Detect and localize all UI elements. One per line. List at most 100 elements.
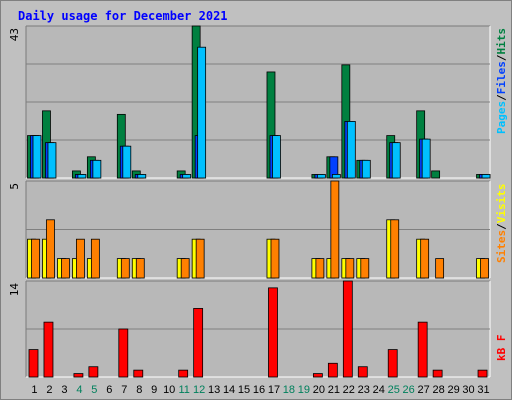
bar-pages-day-12 [197,46,207,179]
x-label-day-10: 10 [163,384,175,396]
bar-pages-day-27 [421,138,431,179]
x-label-day-28: 28 [432,384,444,396]
x-label-day-3: 3 [61,384,67,396]
x-label-day-29: 29 [447,384,459,396]
x-label-day-31: 31 [477,384,489,396]
bar-sites-day-27 [420,238,430,279]
x-label-day-24: 24 [373,384,385,396]
bar-sites-day-17 [270,238,280,279]
panel-kbytes: 14 kB F [8,280,508,378]
bar-pages-day-11 [182,174,192,179]
bar-kbytes-day-8 [133,369,144,378]
bar-sites-day-5 [90,238,100,279]
bar-sites-day-20 [315,258,325,279]
bar-kbytes-day-4 [73,373,84,378]
bar-kbytes-day-5 [88,366,99,378]
legend-item-kbytes: kB F [495,335,508,362]
bar-sites-day-21 [330,180,340,279]
bar-kbytes-day-12 [193,308,204,378]
bar-sites-day-2 [46,219,55,279]
x-label-day-11: 11 [178,384,189,396]
x-label-day-5: 5 [91,384,97,396]
panel-hits-files-pages: 43 Pages/Files/Hits [8,25,508,179]
bar-sites-day-25 [390,219,400,279]
bar-kbytes-day-2 [43,321,54,378]
bar-kbytes-day-31 [477,369,488,378]
panel-visits-sites: 5 Sites/Visits [8,180,508,279]
bar-pages-day-4 [77,174,87,179]
bar-sites-day-12 [195,238,205,279]
chart-panels: 43 Pages/Files/Hits 5 Sites/Visits 14 kB F [8,25,508,378]
x-label-day-6: 6 [106,384,112,396]
bar-kbytes-day-1 [28,349,39,378]
legend-hits-files-pages: Pages/Files/Hits [495,28,508,134]
x-label-day-16: 16 [253,384,265,396]
bar-pages-day-23 [361,159,371,179]
x-label-day-9: 9 [151,384,157,396]
bar-sites-day-8 [135,258,145,279]
x-label-day-18: 18 [283,384,295,396]
y-max-label: 14 [8,283,21,297]
y-max-label: 43 [8,28,21,41]
x-label-day-14: 14 [223,384,235,396]
chart-title: Daily usage for December 2021 [18,9,228,23]
bar-kbytes-day-11 [178,369,189,378]
x-label-day-13: 13 [208,384,220,396]
bar-sites-day-3 [61,258,70,279]
bar-sites-day-1 [31,238,40,279]
bar-kbytes-day-27 [417,321,428,378]
bar-pages-day-2 [47,142,57,179]
x-label-day-22: 22 [343,384,355,396]
x-label-day-1: 1 [31,384,37,396]
bar-pages-day-8 [137,174,147,179]
bar-pages-day-21 [331,174,341,179]
x-label-day-15: 15 [238,384,250,396]
y-max-label: 5 [8,183,21,190]
legend-item-visits: Visits [495,184,508,224]
bar-sites-day-23 [360,258,370,279]
x-axis-day-labels: 1 2 3 4 5 6 7 8 9 10 11 12 13 14 15 16 17 18 19 20 21 22 23 24 2… [31,384,489,396]
x-label-day-23: 23 [358,384,370,396]
x-label-day-17: 17 [268,384,280,396]
bar-kbytes-day-22 [342,280,353,378]
x-label-day-19: 19 [298,384,310,396]
bar-pages-day-25 [391,142,401,179]
bar-hits-day-28 [431,170,441,179]
legend-item-pages: Pages [495,101,508,134]
x-label-day-8: 8 [136,384,142,396]
bar-pages-day-7 [122,145,132,179]
bar-pages-day-31 [481,174,491,179]
bar-kbytes-day-20 [312,373,323,378]
bar-kbytes-day-23 [357,366,368,378]
bar-sites-day-4 [76,238,85,279]
x-label-day-21: 21 [328,384,340,396]
legend-visits-sites: Sites/Visits [495,184,508,264]
bar-pages-day-17 [272,135,281,179]
x-label-day-12: 12 [193,384,205,396]
bar-kbytes-day-17 [268,287,278,378]
bar-kbytes-day-21 [327,362,338,378]
legend-separator: / [495,223,508,230]
bar-kbytes-day-7 [118,328,129,378]
legend-separator: / [495,54,508,61]
bar-pages-day-1 [32,135,42,179]
x-label-day-4: 4 [76,384,82,396]
legend-separator: / [495,94,508,101]
legend-kbytes: kB F [495,335,508,362]
x-label-day-30: 30 [462,384,474,396]
x-label-day-20: 20 [313,384,325,396]
x-label-day-27: 27 [418,384,430,396]
bar-sites-day-22 [345,258,355,279]
bar-kbytes-day-28 [432,369,443,378]
x-label-day-26: 26 [403,384,415,396]
bar-sites-day-11 [180,258,190,279]
bar-sites-day-7 [120,258,130,279]
bar-pages-day-22 [346,121,356,179]
x-label-day-7: 7 [121,384,127,396]
bar-pages-day-20 [316,174,326,179]
bar-sites-day-31 [480,258,489,279]
legend-item-files: Files [495,61,508,94]
bar-sites-day-28 [435,258,445,279]
bar-kbytes-day-25 [387,349,398,378]
